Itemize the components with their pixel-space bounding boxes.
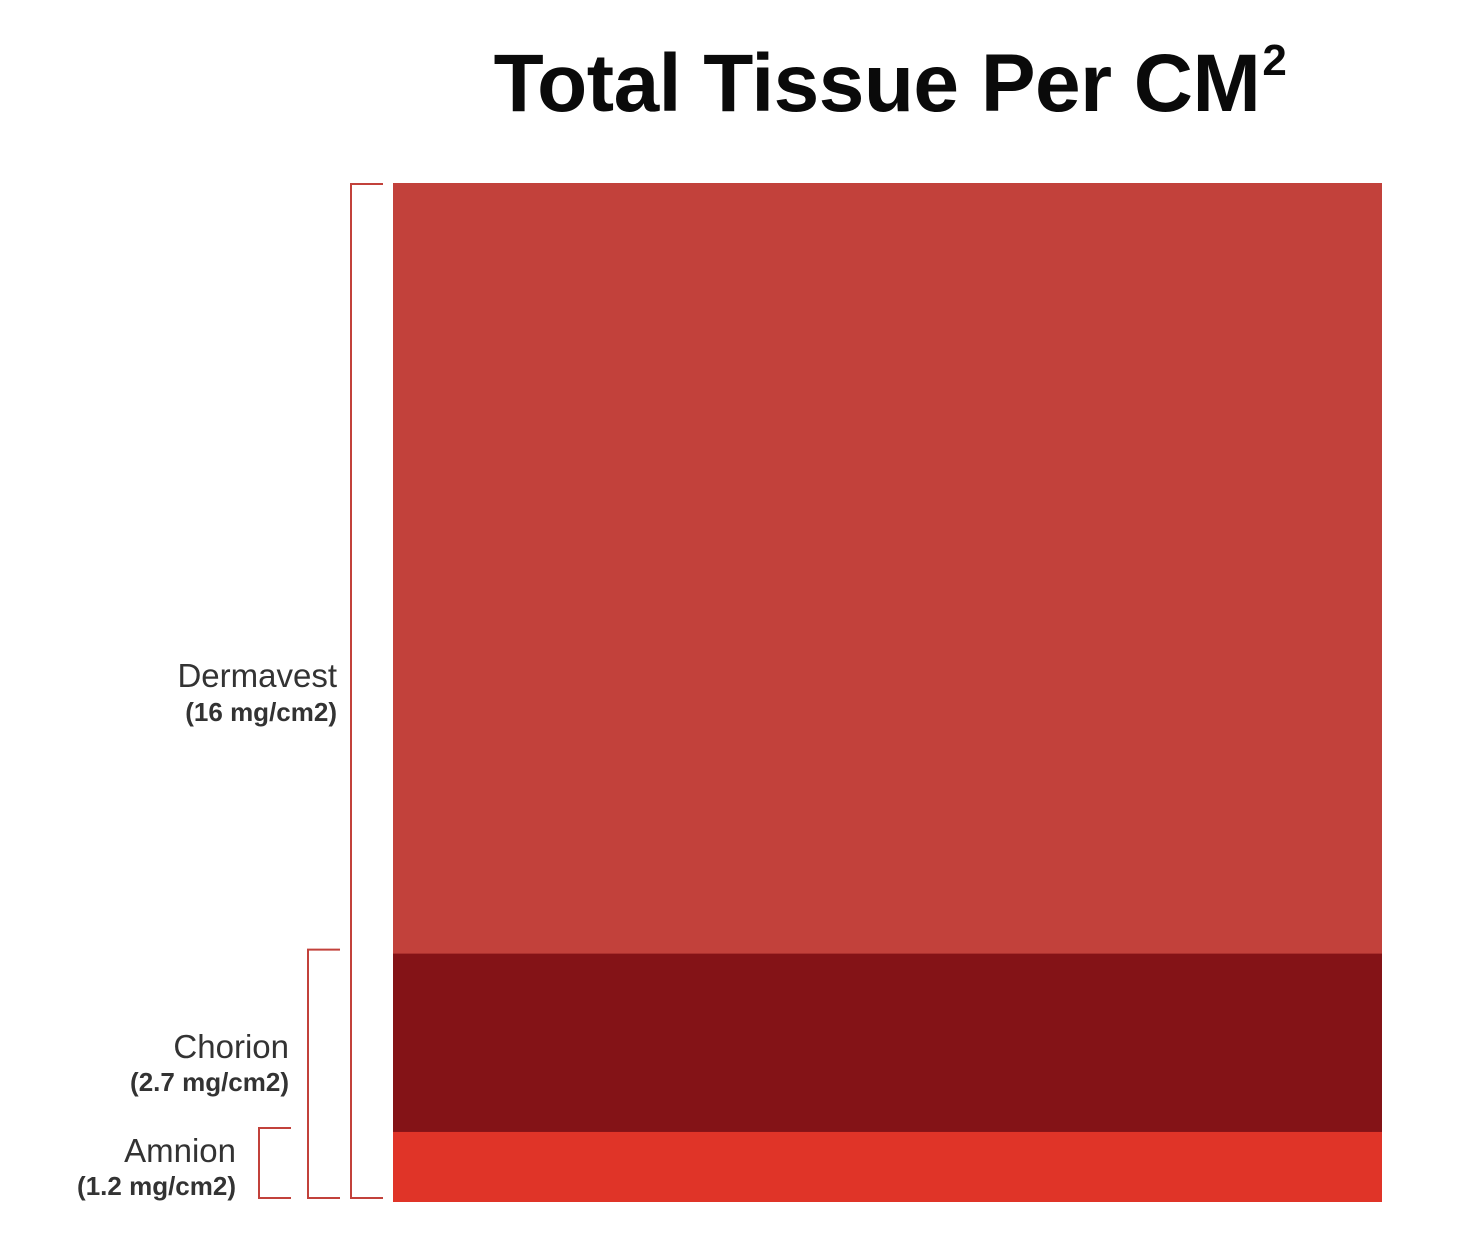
segment-label-amnion: Amnion xyxy=(124,1132,236,1169)
segment-value-dermavest: (16 mg/cm2) xyxy=(185,697,337,727)
bracket-dermavest xyxy=(350,183,383,1199)
segment-label-dermavest: Dermavest xyxy=(177,657,337,694)
chart-title: Total Tissue Per CM2 xyxy=(0,36,1472,132)
chart-title-superscript: 2 xyxy=(1262,36,1287,85)
chart-title-text: Total Tissue Per CM xyxy=(493,38,1261,129)
segment-label-chorion: Chorion xyxy=(173,1028,289,1065)
bracket-chorion xyxy=(307,948,340,1199)
bracket-amnion xyxy=(258,1126,291,1199)
segment-value-amnion: (1.2 mg/cm2) xyxy=(77,1171,236,1201)
bar-segment-amnion xyxy=(393,1131,1382,1202)
segment-value-chorion: (2.7 mg/cm2) xyxy=(130,1067,289,1097)
